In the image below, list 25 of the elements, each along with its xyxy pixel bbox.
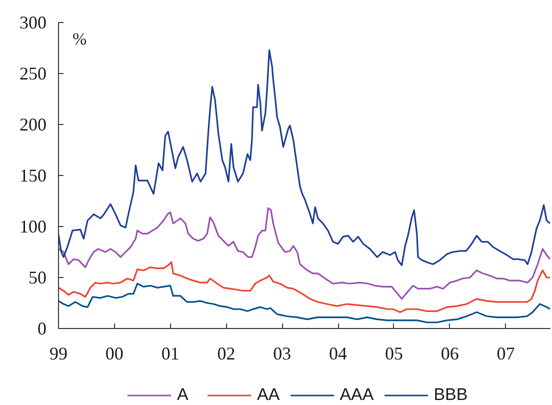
x-tick-label: 01 (161, 344, 180, 364)
x-tick-label: 07 (496, 344, 515, 364)
y-tick-label: 300 (20, 12, 46, 32)
y-tick-label: 50 (28, 268, 46, 288)
line-series (58, 207, 550, 300)
x-tick-label: 02 (217, 344, 236, 364)
y-tick-label: 0 (38, 318, 46, 338)
y-tick-label: 150 (20, 166, 46, 186)
y-tick-label: 100 (20, 216, 46, 236)
x-tick-label: 06 (440, 344, 459, 364)
line-series (58, 282, 550, 324)
x-tick-label: 03 (273, 344, 292, 364)
legend-label: A (177, 385, 190, 405)
legend-label: AA (257, 385, 280, 405)
line-series (58, 49, 550, 266)
x-tick-label: 04 (329, 344, 348, 364)
line-series (58, 261, 550, 313)
x-tick-label: 00 (105, 344, 124, 364)
y-axis-title: % (72, 30, 87, 48)
legend-label: AAA (340, 385, 374, 405)
legend-label: BBB (434, 385, 468, 405)
x-tick-label: 05 (384, 344, 403, 364)
y-tick-label: 200 (20, 114, 46, 134)
x-tick-label: 99 (50, 344, 68, 364)
y-tick-label: 250 (20, 64, 46, 84)
